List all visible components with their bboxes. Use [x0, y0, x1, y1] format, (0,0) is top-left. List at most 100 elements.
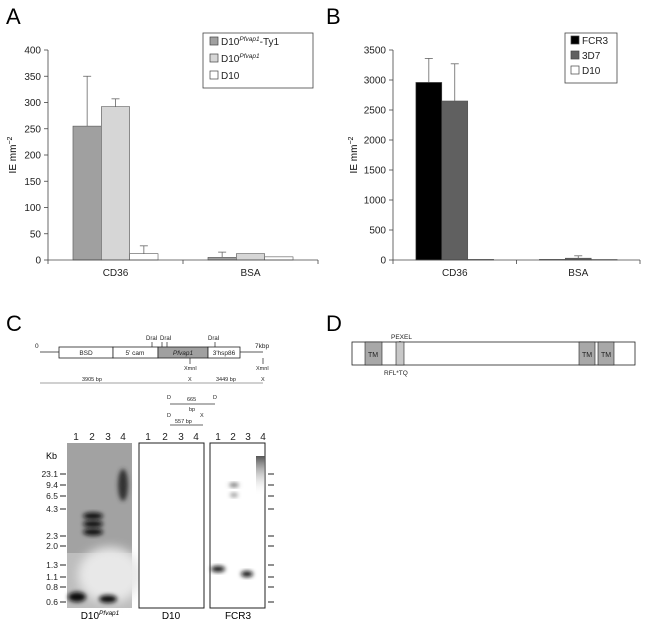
chart-b-y-tick-label: 3500 — [364, 46, 387, 57]
protein-body — [351, 341, 636, 366]
probe1-right-mark: D — [213, 395, 217, 401]
construct-box-3hsp86 — [207, 346, 241, 359]
lane-number: 2 — [89, 432, 95, 443]
chart-a-legend-label: D10Pfvap1 — [221, 53, 260, 65]
pexel-label: PEXEL — [391, 334, 412, 341]
chart-a-y-tick-label: 0 — [35, 256, 41, 267]
chart-b-bar — [441, 100, 469, 261]
blot3-lane2-band-a — [229, 483, 239, 487]
blot3-lane1-band — [211, 566, 225, 572]
chart-a-legend: D10Pfvap1-Ty1 D10Pfvap1 D10 — [202, 32, 314, 89]
lane-number: 1 — [215, 432, 221, 443]
panel-letter-a: A — [6, 4, 21, 29]
blot3-lane4-smear — [256, 456, 265, 496]
construct-box-pfvap1-label: Pfvap1 — [173, 350, 194, 357]
chart-b: 0 500 1000 1500 2000 2500 3000 3500 IE mm−2 CD3… — [348, 32, 641, 279]
chart-a-bar — [129, 253, 159, 261]
site-dral-2: DraI — [160, 336, 172, 342]
marker-label: 2.3 — [46, 531, 58, 541]
chart-b-legend-swatch — [570, 35, 580, 45]
lane-number: 4 — [120, 432, 126, 443]
site-xmni-1: XmnI — [184, 366, 197, 372]
lane-number: 2 — [230, 432, 236, 443]
marker-label: 0.6 — [46, 597, 58, 607]
kb-label: Kb — [46, 451, 57, 461]
chart-a-legend-swatch — [209, 53, 219, 63]
probe2-right-mark: X — [200, 413, 204, 419]
chart-a-x-label: CD36 — [103, 268, 129, 279]
chart-b-y-tick-label: 2500 — [364, 106, 387, 117]
chart-a-legend-swatch — [209, 70, 219, 80]
chart-b-y-tick-label: 0 — [380, 256, 386, 267]
tm-domain-1-label: TM — [368, 352, 378, 359]
fragment-label-1: 3905 bp — [82, 377, 102, 383]
marker-ticks-right — [268, 473, 274, 603]
construct-end-label: 7kbp — [255, 343, 269, 350]
chart-a-bar — [236, 253, 265, 261]
marker-label: 0.8 — [46, 582, 58, 592]
marker-labels-left: 23.19.46.5 4.3 2.32.0 1.3 1.10.8 0.6 — [41, 469, 66, 607]
marker-label: 4.3 — [46, 504, 58, 514]
lane-number: 4 — [260, 432, 266, 443]
probe1-label: 665 — [187, 397, 196, 403]
blot3-lane2-band-b — [230, 493, 238, 497]
construct-start-label: 0 — [35, 343, 39, 350]
marker-label: 1.3 — [46, 560, 58, 570]
pexel-motif — [395, 341, 405, 366]
chart-a-bars — [72, 75, 294, 261]
construct-map: 0 7kbp BSD 5' cam Pfvap1 3'hsp86 DraI Dr… — [35, 336, 269, 426]
chart-a-ylabel: IE mm−2 — [7, 136, 19, 173]
marker-label: 2.0 — [46, 541, 58, 551]
tm-domain-1 — [364, 341, 383, 366]
chart-a-y-tick-label: 150 — [24, 177, 41, 188]
chart-a-y-tick-label: 200 — [24, 151, 41, 162]
lane-number: 1 — [73, 432, 79, 443]
lane-number: 3 — [105, 432, 111, 443]
blot-panel-d10 — [138, 442, 205, 609]
probe1-unit: bp — [189, 407, 195, 413]
chart-b-legend-label: FCR3 — [582, 36, 609, 47]
chart-a: 0 50 100 150 200 250 300 350 400 IE mm−2 CD36 BSA… — [7, 32, 319, 279]
construct-box-3hsp86-label: 3'hsp86 — [213, 350, 236, 357]
chart-b-y-tick-label: 500 — [369, 226, 386, 237]
chart-a-legend-frame — [202, 32, 314, 89]
marker-label: 23.1 — [41, 469, 58, 479]
chart-b-y-axis: 0 500 1000 1500 2000 2500 3000 3500 — [364, 46, 394, 267]
chart-a-y-tick-label: 350 — [24, 72, 41, 83]
chart-a-y-tick-label: 100 — [24, 203, 41, 214]
chart-a-legend-label: D10 — [221, 71, 240, 82]
chart-a-bar — [101, 106, 130, 261]
chart-a-x-axis: CD36 BSA — [47, 259, 319, 279]
blot1-lane2-band-c — [83, 528, 103, 536]
lane-number: 3 — [245, 432, 251, 443]
chart-a-y-tick-label: 250 — [24, 124, 41, 135]
tm-domain-3-label: TM — [601, 352, 611, 359]
probe2-left-mark: D — [167, 413, 171, 419]
fragment-mark-2: X — [261, 377, 265, 383]
construct-box-5cam-label: 5' cam — [126, 350, 145, 357]
chart-b-legend-label: 3D7 — [582, 51, 601, 62]
panel-letter-b: B — [326, 4, 341, 29]
blot-label-d10-pfvap1: D10Pfvap1 — [81, 610, 120, 622]
chart-b-y-tick-label: 3000 — [364, 76, 387, 87]
lane-number: 3 — [178, 432, 184, 443]
chart-b-x-label: CD36 — [442, 268, 468, 279]
chart-b-y-tick-label: 1000 — [364, 196, 387, 207]
chart-b-y-tick-label: 1500 — [364, 166, 387, 177]
blot1-haze — [78, 547, 142, 603]
chart-b-legend-swatch — [570, 65, 580, 75]
chart-b-x-label: BSA — [568, 268, 588, 279]
chart-b-bar — [415, 82, 443, 261]
blot1-lane1-band — [68, 592, 86, 602]
chart-a-legend-label: D10Pfvap1-Ty1 — [221, 36, 279, 48]
blot-label-fcr3: FCR3 — [225, 611, 252, 622]
chart-a-y-tick-label: 400 — [24, 46, 41, 57]
lane-number: 1 — [145, 432, 151, 443]
fragment-label-2: 3449 bp — [216, 377, 236, 383]
blot-panel-d10-pfvap1 — [67, 443, 142, 608]
blot3-lane3-band — [241, 571, 253, 577]
chart-b-bars — [415, 58, 618, 261]
site-dral-3: DraI — [208, 336, 220, 342]
protein-diagram: TM PEXEL RFL*TQ TM TM — [351, 334, 636, 377]
